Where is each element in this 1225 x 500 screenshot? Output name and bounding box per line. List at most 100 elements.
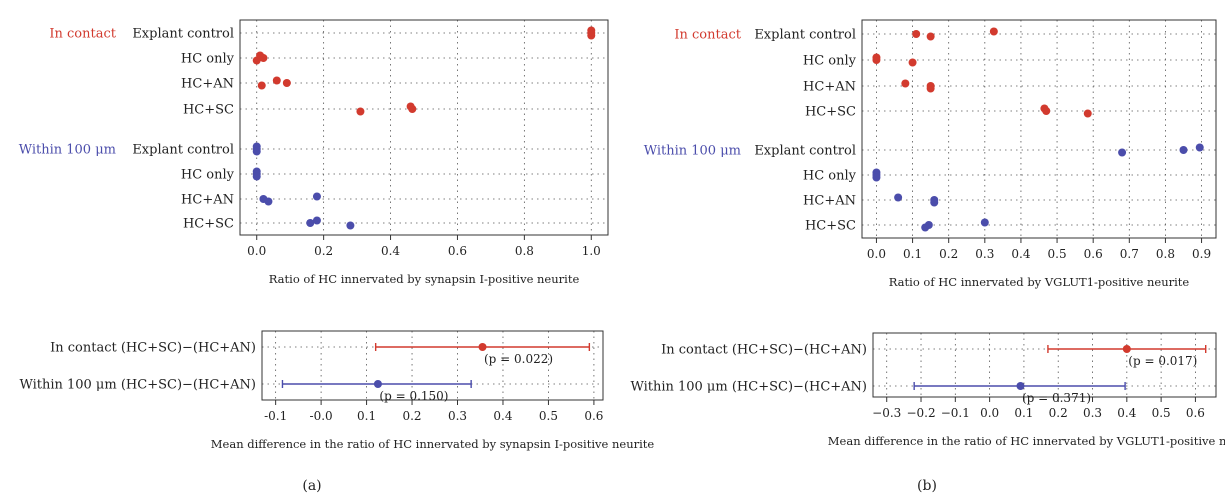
x-tick-label: 0.7 bbox=[1120, 247, 1139, 261]
category-label: HC only bbox=[803, 169, 857, 184]
panel-b-mean-difference-plot: −0.3 −0.2 −0.1 0.0 0.1 0.2 0.3 0.4 0.5 0.6 Mean di… bbox=[630, 332, 1225, 448]
data-point bbox=[872, 173, 881, 182]
x-tick-label: -0.1 bbox=[264, 409, 287, 423]
group-label: Within 100 μm bbox=[644, 144, 741, 159]
row-label: In contact (HC+SC)−(HC+AN) bbox=[50, 341, 256, 356]
x-tick-label: 0.5 bbox=[539, 409, 558, 423]
category-label: HC+AN bbox=[803, 80, 856, 95]
data-point bbox=[1179, 146, 1188, 154]
p-value-label: (p = 0.017) bbox=[1128, 354, 1197, 368]
x-axis-title: Mean difference in the ratio of HC inner… bbox=[828, 434, 1225, 448]
x-tick-label: 0.3 bbox=[448, 409, 467, 423]
panel-a-mean-difference-plot: -0.1 -0.0 0.1 0.2 0.3 0.4 0.5 0.6 Mean differenc… bbox=[19, 330, 655, 451]
row-label: In contact (HC+SC)−(HC+AN) bbox=[661, 343, 867, 358]
category-label: HC+AN bbox=[803, 194, 856, 209]
data-point bbox=[252, 172, 261, 181]
x-tick-label: 0.8 bbox=[1156, 247, 1175, 261]
data-point bbox=[1195, 143, 1204, 152]
data-point bbox=[930, 198, 939, 207]
caption-b: (b) bbox=[917, 478, 937, 494]
category-label: Explant control bbox=[132, 27, 234, 42]
plot-frame bbox=[239, 19, 609, 236]
data-point bbox=[912, 30, 921, 38]
data-point bbox=[926, 84, 935, 93]
plot-frame bbox=[261, 330, 604, 401]
row-label: Within 100 μm (HC+SC)−(HC+AN) bbox=[630, 380, 867, 395]
data-point bbox=[272, 76, 281, 85]
data-point bbox=[282, 79, 291, 87]
category-label: Explant control bbox=[754, 144, 856, 159]
category-label: HC+AN bbox=[181, 193, 234, 208]
x-tick-label: −0.3 bbox=[872, 406, 901, 420]
x-tick-label: 0.0 bbox=[247, 244, 266, 258]
category-label: HC+SC bbox=[805, 105, 856, 120]
data-point bbox=[252, 56, 261, 65]
x-tick-label: 0.4 bbox=[493, 409, 512, 423]
data-point bbox=[908, 58, 917, 67]
data-point bbox=[257, 81, 266, 90]
x-tick-label: -0.0 bbox=[310, 409, 333, 423]
group-label: In contact bbox=[674, 28, 741, 43]
data-point bbox=[264, 197, 273, 206]
x-tick-label: 0.2 bbox=[1049, 406, 1068, 420]
x-tick-label: 0.4 bbox=[381, 244, 400, 258]
x-tick-label: 0.4 bbox=[1117, 406, 1136, 420]
category-label: Explant control bbox=[754, 28, 856, 43]
mean-point bbox=[1016, 382, 1025, 390]
category-label: HC+SC bbox=[183, 103, 234, 118]
data-point bbox=[252, 147, 261, 156]
x-tick-label: 1.0 bbox=[582, 244, 601, 258]
x-tick-label: 0.4 bbox=[1011, 247, 1030, 261]
x-tick-label: 0.2 bbox=[314, 244, 333, 258]
x-tick-label: 0.6 bbox=[1084, 247, 1103, 261]
x-tick-label: 0.5 bbox=[1152, 406, 1171, 420]
x-tick-label: −0.1 bbox=[941, 406, 970, 420]
data-point bbox=[901, 79, 910, 88]
x-tick-label: 0.1 bbox=[357, 409, 376, 423]
data-point bbox=[1042, 107, 1051, 115]
data-point bbox=[259, 54, 268, 62]
data-point bbox=[346, 221, 355, 230]
data-point bbox=[921, 223, 930, 232]
plot-frame bbox=[872, 332, 1217, 398]
category-label: HC+SC bbox=[183, 217, 234, 232]
data-point bbox=[306, 219, 315, 227]
data-point bbox=[926, 32, 935, 41]
data-point bbox=[1083, 109, 1092, 118]
group-label: Within 100 μm bbox=[19, 143, 116, 158]
x-tick-label: 0.2 bbox=[939, 247, 958, 261]
p-value-label: (p = 0.371) bbox=[1022, 391, 1091, 405]
data-point bbox=[312, 192, 321, 201]
data-point bbox=[894, 193, 903, 202]
x-tick-label: 0.3 bbox=[975, 247, 994, 261]
category-label: Explant control bbox=[132, 143, 234, 158]
x-axis-title: Mean difference in the ratio of HC inner… bbox=[211, 437, 655, 451]
p-value-label: (p = 0.150) bbox=[379, 389, 448, 403]
data-point bbox=[587, 31, 596, 40]
x-tick-label: 0.6 bbox=[448, 244, 467, 258]
x-tick-label: 0.3 bbox=[1083, 406, 1102, 420]
x-tick-label: 0.6 bbox=[584, 409, 603, 423]
category-label: HC+AN bbox=[181, 77, 234, 92]
x-tick-label: 0.2 bbox=[402, 409, 421, 423]
mean-point bbox=[373, 380, 382, 388]
x-tick-label: 0.1 bbox=[903, 247, 922, 261]
p-value-label: (p = 0.022) bbox=[484, 352, 553, 366]
plot-frame bbox=[861, 19, 1217, 239]
x-tick-label: −0.2 bbox=[906, 406, 935, 420]
data-point bbox=[408, 105, 417, 113]
data-point bbox=[312, 216, 321, 225]
x-tick-label: 0.5 bbox=[1048, 247, 1067, 261]
data-point bbox=[872, 56, 881, 64]
category-label: HC only bbox=[181, 52, 235, 67]
mean-point bbox=[1122, 345, 1131, 353]
mean-point bbox=[478, 343, 487, 351]
x-tick-label: 0.9 bbox=[1192, 247, 1211, 261]
x-tick-label: 0.6 bbox=[1186, 406, 1205, 420]
data-point bbox=[989, 27, 998, 36]
data-point bbox=[356, 107, 365, 116]
caption-a: (a) bbox=[302, 478, 321, 494]
